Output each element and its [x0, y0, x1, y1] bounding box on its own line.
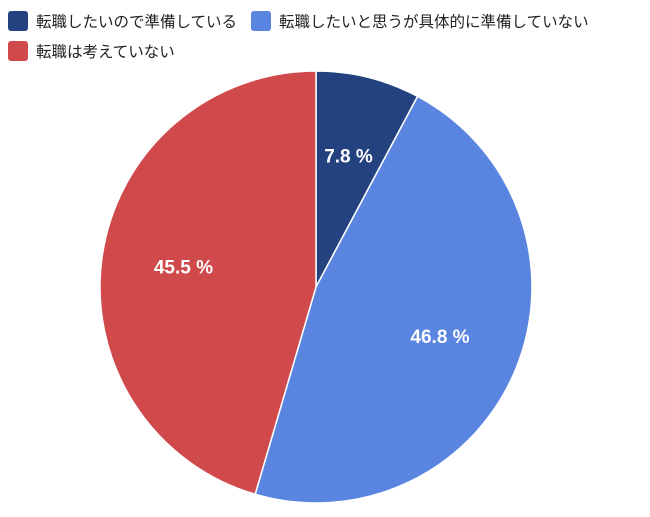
slice-not-considering[interactable]	[99, 70, 317, 495]
legend-item-not-preparing[interactable]: 転職したいと思うが具体的に準備していない	[251, 10, 589, 32]
legend-label-not-preparing: 転職したいと思うが具体的に準備していない	[279, 13, 589, 31]
legend-label-preparing: 転職したいので準備している	[36, 13, 238, 31]
legend-swatch-preparing	[8, 11, 28, 31]
pie-data-labels: 7.8 % 46.8 % 45.5 %	[154, 147, 470, 349]
legend-swatch-not-considering	[8, 41, 28, 61]
legend-swatch-not-preparing	[251, 11, 272, 31]
legend-item-preparing[interactable]: 転職したいので準備している	[8, 10, 237, 32]
legend-item-not-considering[interactable]: 転職は考えていない	[8, 40, 175, 62]
legend: 転職したいので準備している 転職したいと思うが具体的に準備していない 転職は考え…	[8, 10, 648, 62]
data-label-not-considering: 45.5 %	[154, 257, 213, 278]
slice-not-preparing[interactable]	[254, 95, 533, 504]
slice-preparing[interactable]	[315, 70, 419, 288]
data-label-not-preparing: 46.8 %	[410, 327, 469, 348]
data-label-preparing: 7.8 %	[324, 147, 373, 168]
pie-slices	[99, 70, 533, 504]
legend-label-not-considering: 転職は考えていない	[36, 43, 175, 61]
